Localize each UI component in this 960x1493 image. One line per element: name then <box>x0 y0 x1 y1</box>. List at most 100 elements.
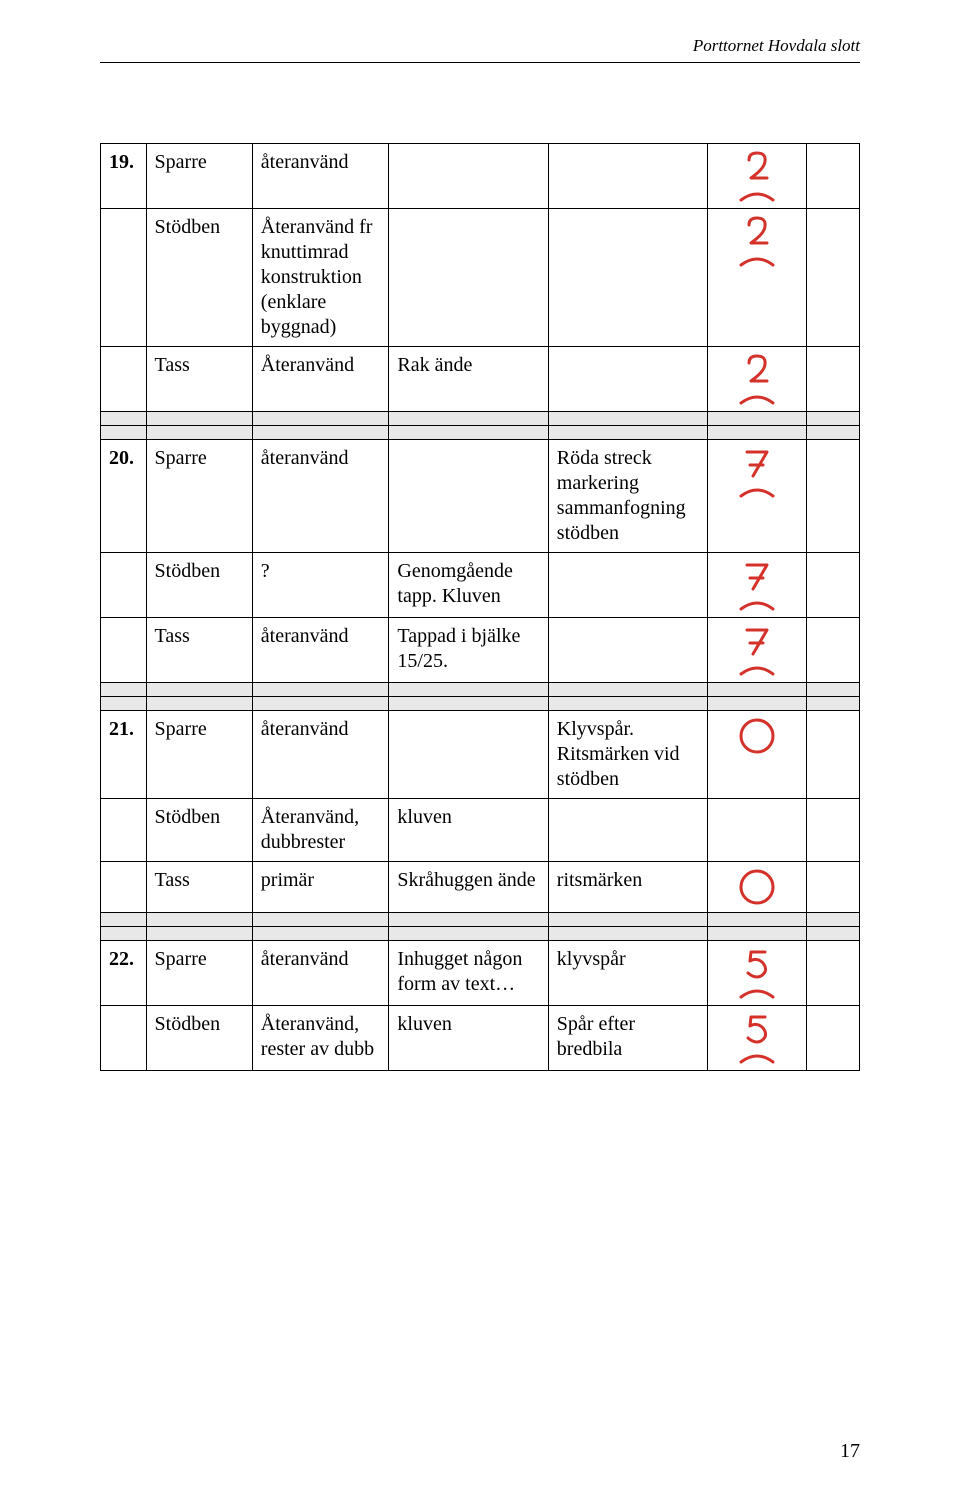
condition-cell: återanvänd <box>252 941 389 1006</box>
part-cell: Stödben <box>146 553 252 618</box>
mark-symbol <box>716 150 798 202</box>
blank-cell <box>806 144 859 209</box>
detail-cell: Rak ände <box>389 347 548 412</box>
table-row: TassÅteranvändRak ände <box>101 347 860 412</box>
detail-cell: Skråhuggen ände <box>389 862 548 913</box>
mark-cell <box>708 618 807 683</box>
mark-svg <box>738 868 776 906</box>
section-number <box>101 799 147 862</box>
part-cell: Sparre <box>146 941 252 1006</box>
observation-cell: Spår efter bredbila <box>548 1006 707 1071</box>
mark-cell <box>708 941 807 1006</box>
mark-svg <box>743 353 771 387</box>
mark-cell <box>708 209 807 347</box>
condition-cell: återanvänd <box>252 440 389 553</box>
observation-cell <box>548 209 707 347</box>
section-spacer <box>101 412 860 426</box>
table-row: TassprimärSkråhuggen änderitsmärken <box>101 862 860 913</box>
detail-cell <box>389 144 548 209</box>
observation-cell <box>548 799 707 862</box>
blank-cell <box>806 618 859 683</box>
mark-cell <box>708 144 807 209</box>
blank-cell <box>806 553 859 618</box>
mark-svg <box>738 717 776 755</box>
section-spacer <box>101 683 860 697</box>
blank-cell <box>806 711 859 799</box>
part-cell: Sparre <box>146 711 252 799</box>
detail-cell <box>389 209 548 347</box>
table-row: 22.SparreåteranvändInhugget någon form a… <box>101 941 860 1006</box>
mark-svg <box>737 1048 777 1064</box>
observation-cell <box>548 144 707 209</box>
part-cell: Tass <box>146 347 252 412</box>
section-number <box>101 347 147 412</box>
table-row: 20.SparreåteranvändRöda streck markering… <box>101 440 860 553</box>
condition-cell: Återanvänd fr knuttimrad konstruktion (e… <box>252 209 389 347</box>
mark-symbol <box>716 446 798 498</box>
condition-cell: ? <box>252 553 389 618</box>
mark-svg <box>737 186 777 202</box>
mark-symbol <box>716 559 798 611</box>
mark-svg <box>737 482 777 498</box>
mark-symbol <box>716 947 798 999</box>
mark-symbol <box>716 717 798 755</box>
mark-symbol <box>716 868 798 906</box>
mark-symbol <box>716 353 798 405</box>
observation-cell: klyvspår <box>548 941 707 1006</box>
page: Porttornet Hovdala slott 19.Sparreåteran… <box>0 0 960 1131</box>
mark-svg <box>743 215 771 249</box>
blank-cell <box>806 209 859 347</box>
section-number <box>101 1006 147 1071</box>
mark-cell <box>708 347 807 412</box>
condition-cell: återanvänd <box>252 711 389 799</box>
mark-svg <box>737 983 777 999</box>
mark-svg <box>743 559 771 593</box>
observation-cell <box>548 618 707 683</box>
section-number <box>101 209 147 347</box>
mark-cell <box>708 553 807 618</box>
blank-cell <box>806 862 859 913</box>
part-cell: Tass <box>146 618 252 683</box>
part-cell: Sparre <box>146 440 252 553</box>
mark-svg <box>743 624 771 658</box>
mark-cell <box>708 862 807 913</box>
section-spacer <box>101 426 860 440</box>
mark-symbol <box>716 215 798 267</box>
part-cell: Stödben <box>146 799 252 862</box>
observation-cell <box>548 347 707 412</box>
mark-symbol <box>716 624 798 676</box>
mark-svg <box>737 660 777 676</box>
section-spacer <box>101 927 860 941</box>
section-number: 22. <box>101 941 147 1006</box>
part-cell: Sparre <box>146 144 252 209</box>
table-row: StödbenÅteranvänd, dubbresterkluven <box>101 799 860 862</box>
section-spacer <box>101 913 860 927</box>
observation-cell: ritsmärken <box>548 862 707 913</box>
table-row: 21.SparreåteranvändKlyvspår. Ritsmärken … <box>101 711 860 799</box>
part-cell: Stödben <box>146 1006 252 1071</box>
condition-cell: Återanvänd, rester av dubb <box>252 1006 389 1071</box>
mark-cell <box>708 440 807 553</box>
table-row: StödbenÅteranvänd fr knuttimrad konstruk… <box>101 209 860 347</box>
section-number <box>101 862 147 913</box>
blank-cell <box>806 440 859 553</box>
detail-cell: kluven <box>389 799 548 862</box>
table-row: 19.Sparreåteranvänd <box>101 144 860 209</box>
blank-cell <box>806 347 859 412</box>
mark-svg <box>743 150 771 184</box>
part-cell: Tass <box>146 862 252 913</box>
mark-svg <box>743 446 771 480</box>
mark-symbol <box>716 1012 798 1064</box>
mark-cell <box>708 799 807 862</box>
condition-cell: Återanvänd, dubbrester <box>252 799 389 862</box>
section-number: 19. <box>101 144 147 209</box>
blank-cell <box>806 941 859 1006</box>
mark-svg <box>737 389 777 405</box>
mark-svg <box>737 595 777 611</box>
detail-cell: Tappad i bjälke 15/25. <box>389 618 548 683</box>
detail-cell <box>389 440 548 553</box>
section-number <box>101 553 147 618</box>
mark-cell <box>708 711 807 799</box>
part-cell: Stödben <box>146 209 252 347</box>
detail-cell <box>389 711 548 799</box>
